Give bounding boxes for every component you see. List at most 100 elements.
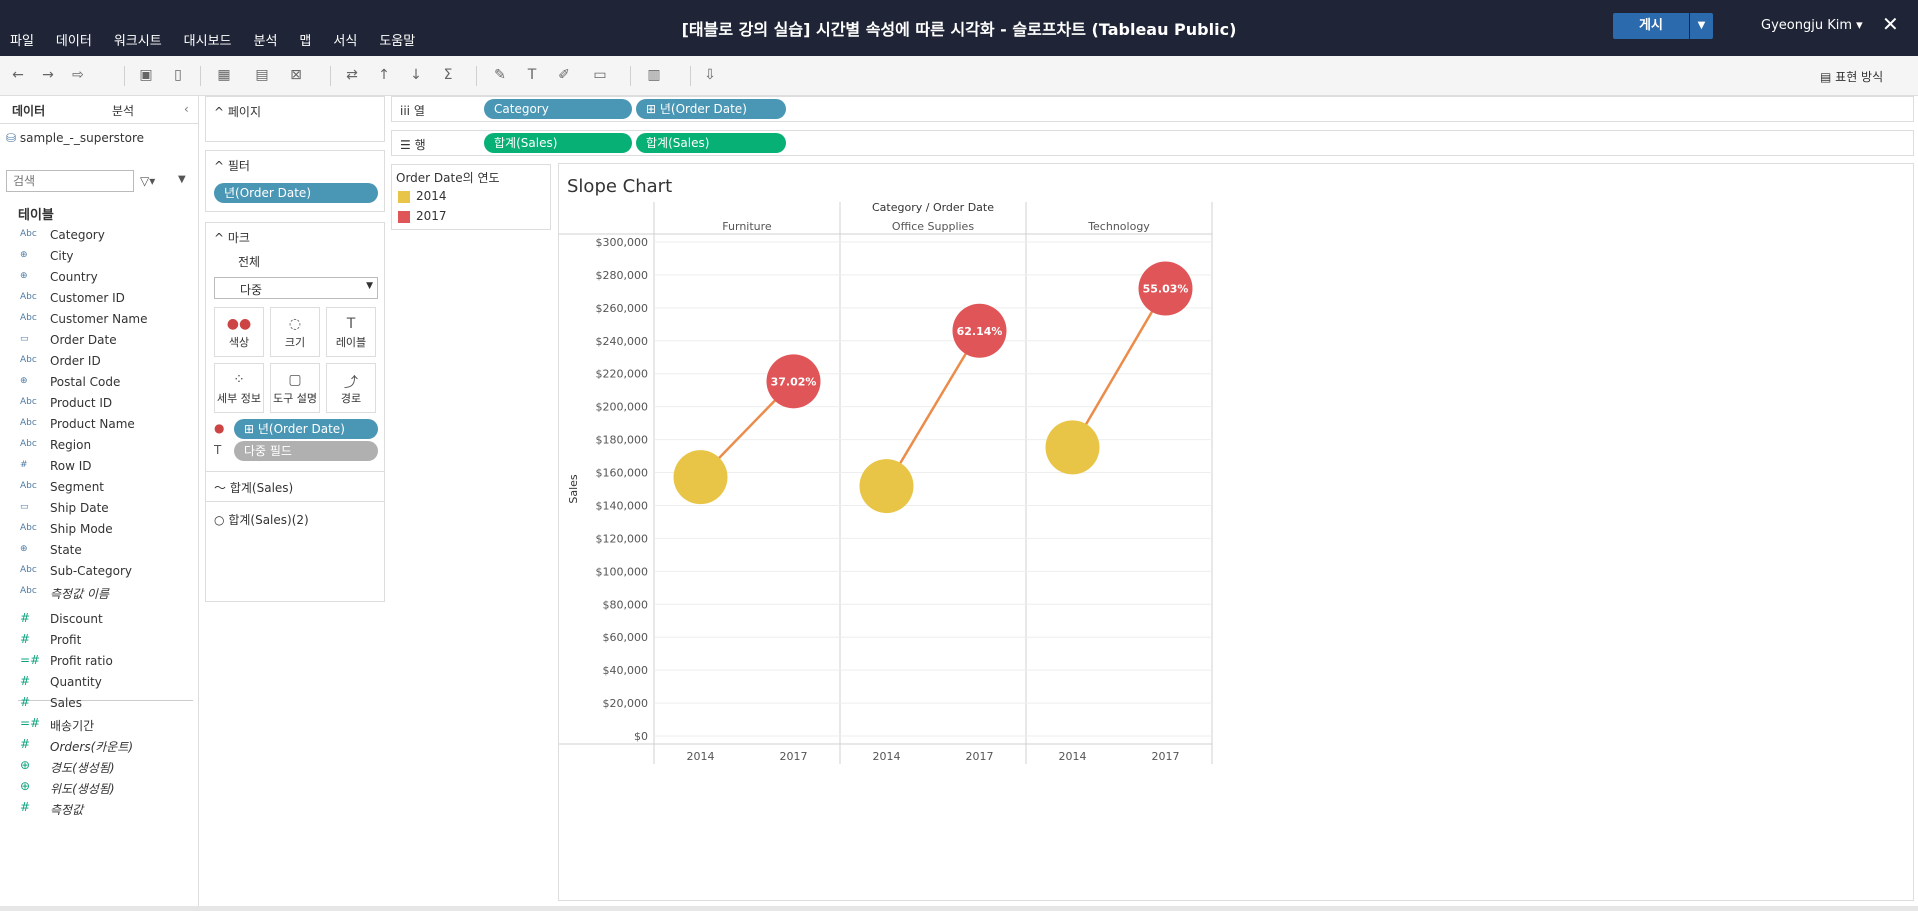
field-country[interactable]: ⊕ Country — [20, 270, 98, 284]
field-sales[interactable]: # Sales — [20, 695, 82, 710]
presentation-icon[interactable]: ⇩ — [704, 67, 716, 83]
toolbar-divider — [476, 66, 477, 86]
field-measure-names[interactable]: Abc 측정값 이름 — [20, 586, 110, 601]
menu-analysis[interactable]: 분석 — [253, 34, 278, 49]
marks-title: ^ 마크 — [214, 231, 250, 245]
menu-dashboard[interactable]: 대시보드 — [183, 34, 232, 49]
field-customer-id[interactable]: Abc Customer ID — [20, 291, 125, 305]
field-latitude[interactable]: ⊕ 위도(생성됨) — [20, 779, 115, 796]
columns-shelf[interactable]: iii 열 Category ⊞ 년(Order Date) — [391, 96, 1914, 122]
filter-pill-year-order-date[interactable]: 년(Order Date) — [214, 183, 378, 203]
color-button[interactable]: ●● 색상 — [214, 307, 264, 357]
field-order-date[interactable]: ▭ Order Date — [20, 333, 117, 347]
category-header: Furniture — [722, 220, 772, 233]
sort-descending-icon[interactable]: ↓ — [410, 67, 422, 83]
collapse-icon[interactable]: ‹ — [184, 102, 189, 116]
field-quantity[interactable]: # Quantity — [20, 674, 102, 689]
undo-icon[interactable]: ← — [12, 67, 24, 83]
menu-map[interactable]: 맵 — [299, 34, 312, 49]
legend-item-2014[interactable]: 2014 — [398, 189, 447, 205]
legend-item-2017[interactable]: 2017 — [398, 209, 447, 225]
field-customer-name[interactable]: Abc Customer Name — [20, 312, 148, 326]
totals-icon[interactable]: Σ — [443, 67, 453, 83]
marks-all-tab[interactable]: 전체 — [238, 255, 261, 269]
field-longitude[interactable]: ⊕ 경도(생성됨) — [20, 758, 115, 775]
duplicate-icon[interactable]: ▤ — [255, 67, 269, 83]
field-sub-category[interactable]: Abc Sub-Category — [20, 564, 132, 578]
field-profit-ratio[interactable]: =# Profit ratio — [20, 653, 113, 668]
filter-icon[interactable]: ▽▾ — [140, 174, 156, 188]
marks-tab-circle[interactable]: ○ 합계(Sales)(2) — [214, 513, 309, 527]
field-shipping-days[interactable]: =# 배송기간 — [20, 716, 95, 733]
rows-shelf[interactable]: ☰ 행 합계(Sales) 합계(Sales) — [391, 130, 1914, 156]
menu-worksheet[interactable]: 워크시트 — [113, 34, 162, 49]
annotate-icon[interactable]: ✐ — [558, 67, 570, 83]
new-datasource-icon[interactable]: ▣ — [139, 67, 153, 83]
color-legend[interactable]: Order Date의 연도 2014 2017 — [391, 164, 551, 230]
tab-data[interactable]: 데이터 — [12, 104, 46, 118]
tab-analysis[interactable]: 분석 — [112, 104, 135, 118]
field-ship-mode[interactable]: Abc Ship Mode — [20, 522, 113, 536]
show-cards-icon[interactable]: ▥ — [647, 67, 661, 83]
field-row-id[interactable]: # Row ID — [20, 459, 92, 473]
marks-tab-line[interactable]: 〜 합계(Sales) — [214, 481, 294, 495]
field-state[interactable]: ⊕ State — [20, 543, 82, 557]
end-point-circle — [766, 354, 821, 409]
pause-updates-icon[interactable]: ▯ — [174, 67, 182, 83]
y-axis-label: Sales — [567, 474, 580, 504]
row-pill-sum-sales-2[interactable]: 합계(Sales) — [636, 133, 786, 153]
field-order-id[interactable]: Abc Order ID — [20, 354, 101, 368]
pane-menu-icon[interactable]: ▼ — [178, 174, 186, 185]
swap-icon[interactable]: ⇄ — [346, 67, 358, 83]
column-pill-year-order-date[interactable]: ⊞ 년(Order Date) — [636, 99, 786, 119]
field-ship-date[interactable]: ▭ Ship Date — [20, 501, 109, 515]
label-pill-multiple-fields[interactable]: 다중 필드 — [234, 441, 378, 461]
publish-dropdown-icon[interactable]: ▼ — [1689, 13, 1713, 39]
field-discount[interactable]: # Discount — [20, 611, 103, 626]
path-button[interactable]: ⤴ 경로 — [326, 363, 376, 413]
replay-icon[interactable]: ⇨ — [72, 67, 84, 83]
y-tick-label: $60,000 — [603, 631, 649, 644]
menu-help[interactable]: 도움말 — [379, 34, 416, 49]
sort-ascending-icon[interactable]: ↑ — [378, 67, 390, 83]
fit-icon[interactable]: ▭ — [593, 67, 607, 83]
field-profit[interactable]: # Profit — [20, 632, 82, 647]
mark-type-dropdown[interactable]: 다중 ▼ — [214, 277, 378, 299]
y-tick-label: $100,000 — [596, 565, 649, 578]
datasource-item[interactable]: ⛁ sample_-_superstore — [6, 131, 144, 145]
user-menu[interactable]: Gyeongju Kim ▾ — [1761, 18, 1863, 33]
field-segment[interactable]: Abc Segment — [20, 480, 104, 494]
field-postal-code[interactable]: ⊕ Postal Code — [20, 375, 121, 389]
field-product-id[interactable]: Abc Product ID — [20, 396, 113, 410]
field-orders-count[interactable]: # Orders(카운트) — [20, 737, 134, 754]
highlight-icon[interactable]: ✎ — [494, 67, 506, 83]
size-icon: ◌ — [288, 316, 302, 332]
tooltip-button[interactable]: ▢ 도구 설명 — [270, 363, 320, 413]
close-icon[interactable]: ✕ — [1882, 12, 1899, 36]
field-city[interactable]: ⊕ City — [20, 249, 74, 263]
menu-data[interactable]: 데이터 — [55, 34, 92, 49]
field-category[interactable]: Abc Category — [20, 228, 105, 242]
color-pill-year-order-date[interactable]: ⊞ 년(Order Date) — [234, 419, 378, 439]
detail-button[interactable]: ⁘ 세부 정보 — [214, 363, 264, 413]
size-button[interactable]: ◌ 크기 — [270, 307, 320, 357]
row-pill-sum-sales[interactable]: 합계(Sales) — [484, 133, 632, 153]
search-input[interactable] — [6, 170, 134, 192]
field-region[interactable]: Abc Region — [20, 438, 92, 452]
menu-format[interactable]: 서식 — [333, 34, 358, 49]
clear-sheet-icon[interactable]: ⊠ — [290, 67, 302, 83]
publish-button[interactable]: 게시 ▼ — [1613, 13, 1713, 39]
show-me-button[interactable]: ▤ 표현 방식 — [1820, 70, 1884, 84]
end-point-circle — [952, 303, 1007, 358]
field-product-name[interactable]: Abc Product Name — [20, 417, 135, 431]
labels-icon[interactable]: T — [527, 67, 537, 83]
pages-card[interactable]: ^ 페이지 — [205, 96, 385, 142]
label-button[interactable]: T 레이블 — [326, 307, 376, 357]
field-measure-values[interactable]: # 측정값 — [20, 800, 84, 817]
redo-icon[interactable]: → — [42, 67, 54, 83]
globe-icon: ⊕ — [20, 271, 28, 281]
column-pill-category[interactable]: Category — [484, 99, 632, 119]
menu-file[interactable]: 파일 — [10, 34, 34, 49]
filters-card[interactable]: ^ 필터 년(Order Date) — [205, 150, 385, 212]
new-worksheet-icon[interactable]: ▦ — [217, 67, 231, 83]
